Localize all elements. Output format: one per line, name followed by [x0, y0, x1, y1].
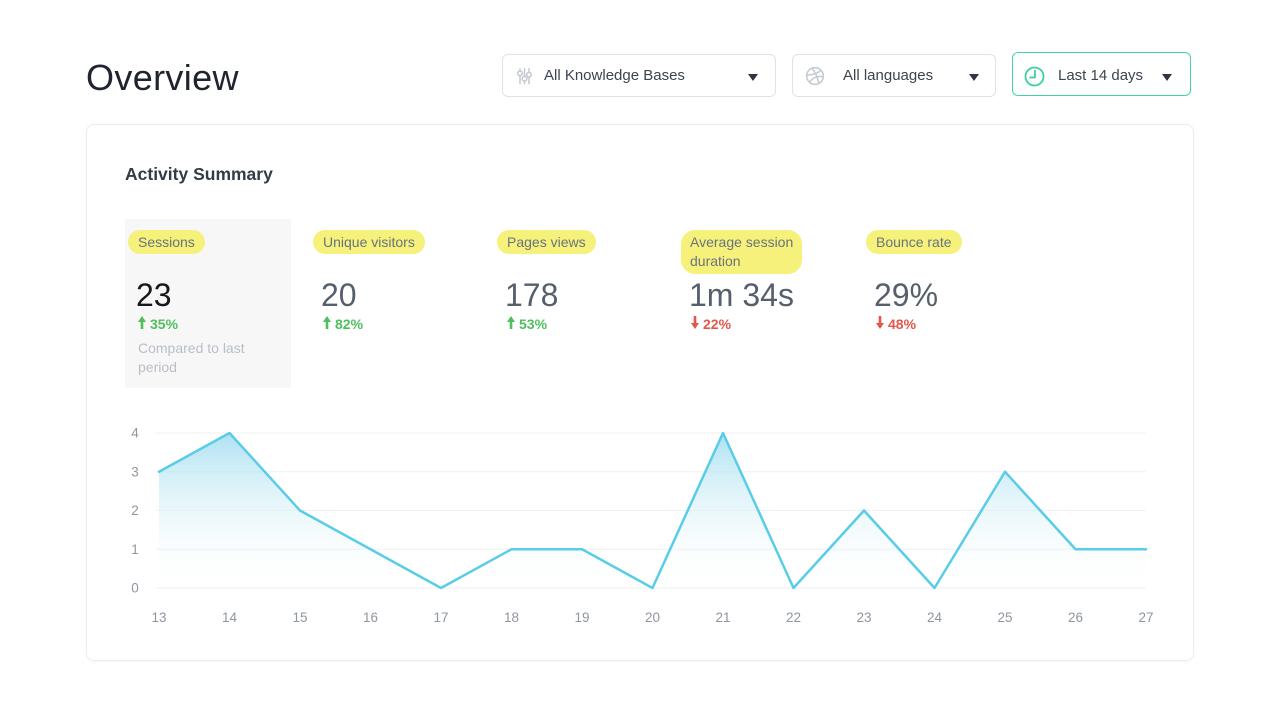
svg-text:3: 3: [131, 464, 139, 479]
svg-text:2: 2: [131, 503, 139, 518]
svg-text:4: 4: [131, 426, 139, 441]
svg-text:0: 0: [131, 581, 139, 596]
svg-text:21: 21: [715, 610, 730, 625]
svg-text:18: 18: [504, 610, 519, 625]
svg-text:26: 26: [1068, 610, 1083, 625]
svg-text:13: 13: [151, 610, 166, 625]
svg-text:17: 17: [433, 610, 448, 625]
svg-text:1: 1: [131, 542, 139, 557]
svg-text:15: 15: [292, 610, 307, 625]
svg-text:16: 16: [363, 610, 378, 625]
svg-text:27: 27: [1138, 610, 1153, 625]
svg-text:14: 14: [222, 610, 238, 625]
svg-text:22: 22: [786, 610, 801, 625]
svg-text:20: 20: [645, 610, 660, 625]
svg-text:24: 24: [927, 610, 943, 625]
svg-text:19: 19: [574, 610, 589, 625]
svg-text:23: 23: [856, 610, 871, 625]
svg-text:25: 25: [997, 610, 1012, 625]
